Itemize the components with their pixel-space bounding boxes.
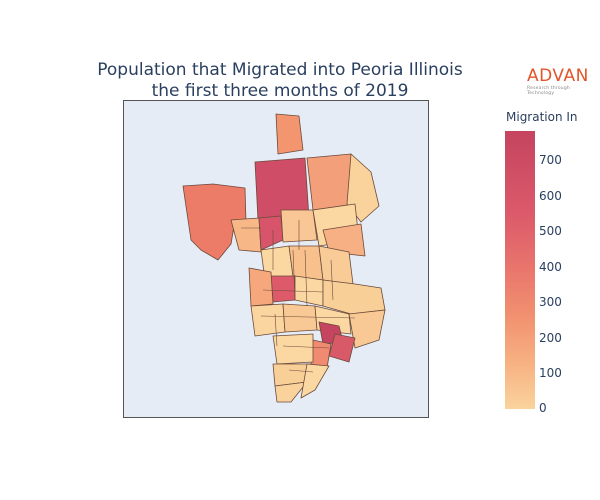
region bbox=[270, 275, 296, 303]
colorbar bbox=[505, 131, 535, 409]
logo-tagline: Research through Technology bbox=[527, 86, 570, 96]
region bbox=[282, 303, 318, 333]
region bbox=[272, 333, 314, 365]
map-title-line2: the first three months of 2019 bbox=[151, 81, 409, 101]
map-title: Population that Migrated into Peoria Ill… bbox=[60, 60, 500, 102]
colorbar-tick-label: 100 bbox=[539, 366, 562, 380]
region bbox=[182, 183, 247, 261]
region bbox=[248, 267, 274, 307]
region bbox=[310, 339, 332, 369]
colorbar-tick-label: 400 bbox=[539, 260, 562, 274]
colorbar-tick-label: 500 bbox=[539, 224, 562, 238]
region bbox=[300, 363, 330, 399]
region bbox=[275, 113, 304, 155]
colorbar-title: Migration In bbox=[506, 110, 578, 124]
region bbox=[318, 245, 354, 285]
region bbox=[322, 223, 366, 257]
region bbox=[348, 309, 386, 349]
choropleth-map[interactable] bbox=[123, 100, 429, 418]
region bbox=[274, 381, 308, 403]
colorbar-tick-label: 600 bbox=[539, 189, 562, 203]
region bbox=[250, 303, 286, 337]
colorbar-tick-label: 200 bbox=[539, 331, 562, 345]
region bbox=[258, 215, 284, 251]
advan-logo: ADVAN Research through Technology bbox=[527, 66, 597, 96]
colorbar-tick-label: 0 bbox=[539, 401, 547, 415]
logo-word: ADVAN bbox=[527, 66, 589, 86]
region bbox=[230, 217, 262, 253]
colorbar-tick-label: 300 bbox=[539, 295, 562, 309]
region bbox=[328, 333, 356, 363]
map-title-line1: Population that Migrated into Peoria Ill… bbox=[97, 60, 463, 80]
colorbar-tick-label: 700 bbox=[539, 153, 562, 167]
